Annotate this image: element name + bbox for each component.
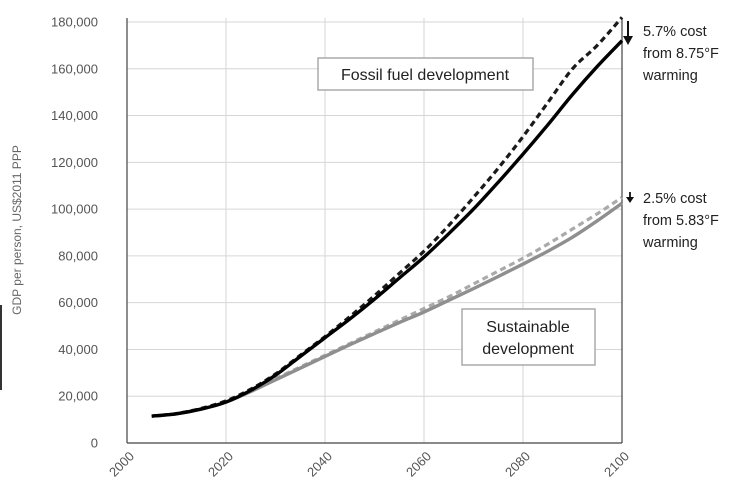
y-tick-label: 60,000: [58, 295, 98, 310]
x-tick-label: 2040: [304, 449, 335, 480]
fossil-note-line1: 5.7% cost: [643, 24, 707, 40]
fossil-note-line2: from 8.75°F: [643, 46, 719, 62]
sustainable-cost-note: 2.5% cost from 5.83°F warming: [626, 191, 719, 251]
y-tick-label: 80,000: [58, 248, 98, 263]
y-axis-title: GDP per person, US$2011 PPP: [10, 145, 24, 315]
y-tick-label: 180,000: [51, 15, 98, 30]
axes: [126, 18, 623, 444]
sustainable-box-text-line2: development: [482, 341, 574, 358]
x-tick-label: 2080: [502, 449, 533, 480]
y-tick-label: 40,000: [58, 342, 98, 357]
y-tick-label: 120,000: [51, 155, 98, 170]
y-tick-labels: 0 20,000 40,000 60,000 80,000 100,000 120,000 1…: [51, 15, 98, 451]
series-lines: [151, 16, 624, 418]
sustainable-note-line2: from 5.83°F: [643, 213, 719, 229]
fossil-note-line3: warming: [642, 68, 698, 84]
fossil-cost-note: 5.7% cost from 8.75°F warming: [623, 21, 719, 84]
y-tick-label: 140,000: [51, 108, 98, 123]
fossil-with-warming-solid-line: [151, 39, 624, 418]
x-tick-label: 2000: [106, 449, 137, 480]
sustainable-box-border: [461, 308, 596, 366]
x-tick-label: 2100: [601, 449, 632, 480]
fossil-box-border: [317, 57, 534, 91]
y-tick-label: 100,000: [51, 202, 98, 217]
y-tick-label: 20,000: [58, 389, 98, 404]
fossil-down-arrow-icon: [623, 36, 633, 45]
x-tick-labels: 2000 2020 2040 2060 2080 2100: [106, 449, 632, 480]
y-tick-label: 160,000: [51, 61, 98, 76]
sustainable-note-line1: 2.5% cost: [643, 191, 707, 207]
fossil-box-text: Fossil fuel development: [341, 67, 510, 84]
x-tick-label: 2060: [403, 449, 434, 480]
sustainable-box-text-line1: Sustainable: [486, 319, 570, 336]
sustainable-note-line3: warming: [642, 235, 698, 251]
x-tick-label: 2020: [205, 449, 236, 480]
sustainable-no-warming-dashed-line: [151, 196, 623, 418]
fossil-no-warming-dashed-line: [151, 16, 624, 418]
sustainable-down-arrow-icon: [626, 197, 634, 203]
fossil-label-box: Fossil fuel development: [317, 57, 534, 91]
sustainable-label-box: Sustainable development: [461, 308, 596, 366]
left-edge-mark: [0, 305, 2, 390]
y-tick-label: 0: [91, 436, 98, 451]
